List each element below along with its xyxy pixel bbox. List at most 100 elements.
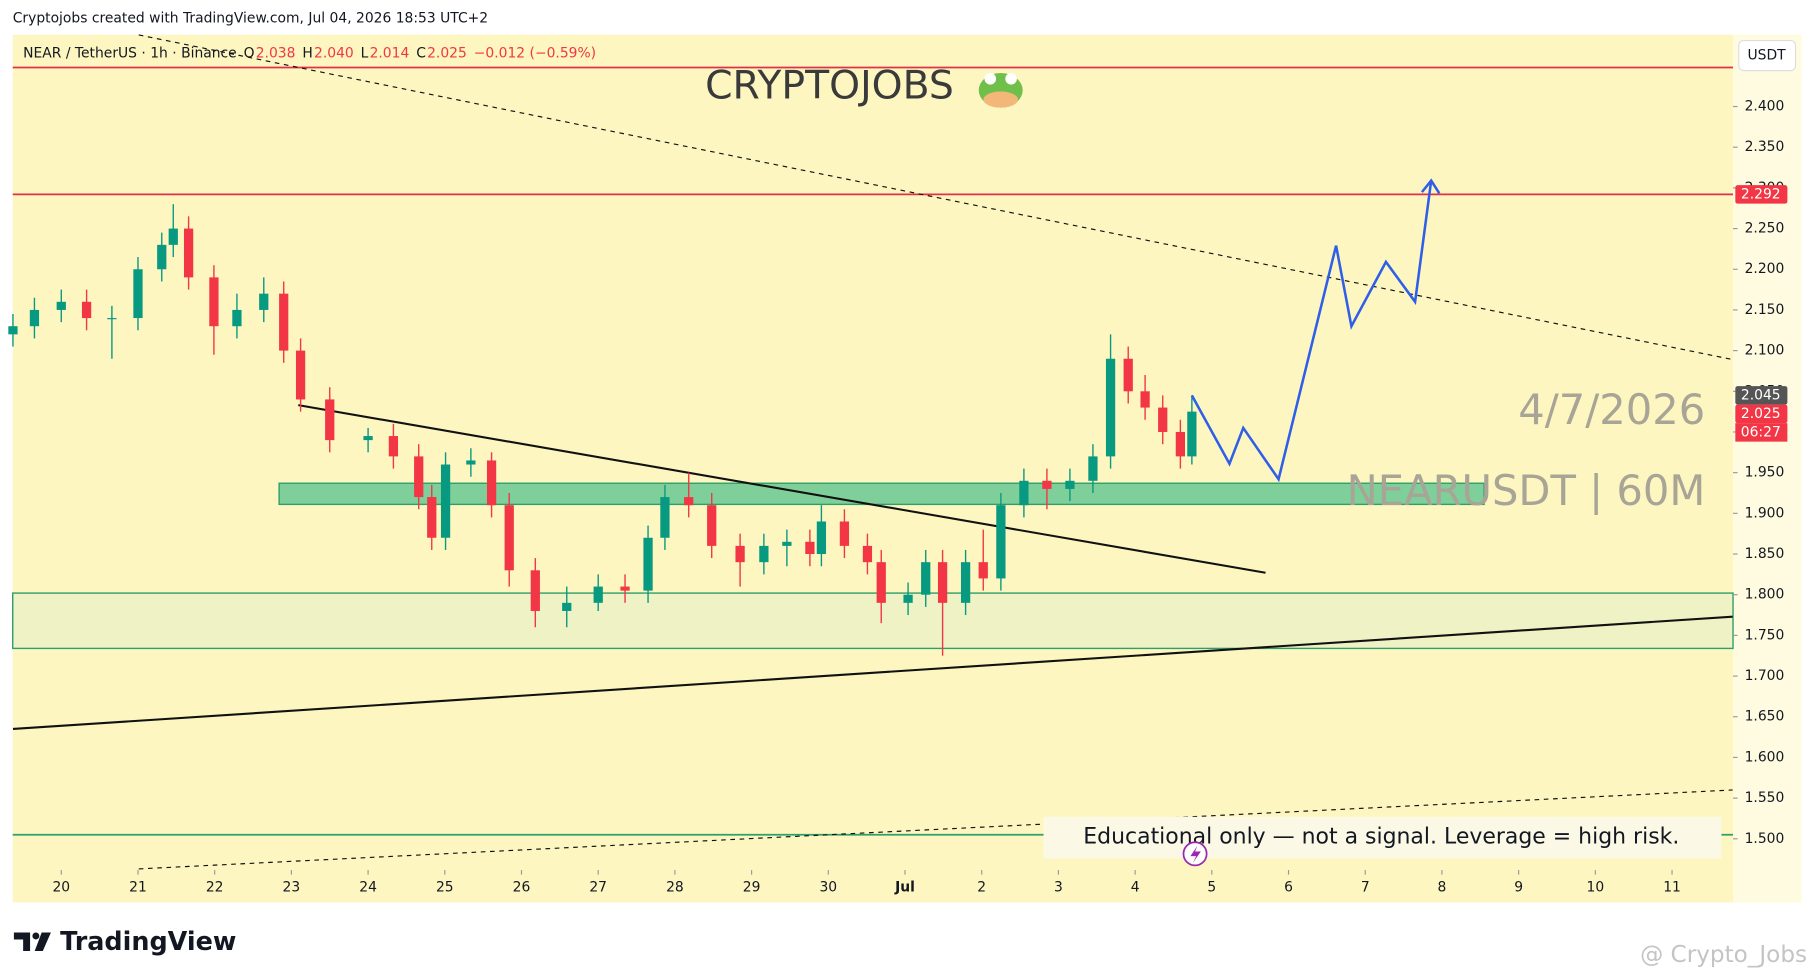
candle-body — [643, 537, 653, 591]
price-tag — [1735, 404, 1788, 424]
legend-value: 2.014 — [370, 45, 410, 61]
y-tick-label: 1.550 — [1745, 790, 1785, 806]
candle-body — [259, 293, 269, 310]
event-bolt — [1190, 845, 1201, 864]
candle-body — [996, 505, 1006, 579]
y-tick-label: 2.400 — [1745, 99, 1785, 115]
y-tick-label: 2.200 — [1745, 261, 1785, 277]
frog-eye — [984, 72, 997, 85]
y-tick-label: 1.950 — [1745, 465, 1785, 481]
credit: Cryptojobs created with TradingView.com,… — [13, 11, 488, 27]
candle-body — [1175, 431, 1186, 457]
y-tick-label: 1.650 — [1745, 709, 1785, 725]
price-tag — [1735, 185, 1788, 204]
logo-mark — [32, 932, 40, 940]
candle-body — [816, 521, 827, 555]
candle-body — [735, 545, 745, 563]
x-tick-label: 3 — [1054, 879, 1063, 895]
candle-body — [960, 562, 971, 603]
candle-body — [466, 460, 476, 465]
legend-value: 2.040 — [314, 45, 354, 61]
pair-note: NEARUSDT | 60M — [1347, 466, 1706, 515]
candle-body — [157, 244, 167, 270]
symbol: NEAR / TetherUS · 1h · Binance — [23, 45, 237, 61]
price-tag-label: 2.292 — [1741, 186, 1781, 202]
zone — [12, 592, 1734, 650]
y-tick-label: 2.350 — [1745, 139, 1785, 155]
candle-body — [937, 562, 948, 603]
candle-body — [168, 228, 178, 245]
logo-mark — [13, 932, 31, 952]
candle-body — [839, 521, 850, 546]
candle-body — [504, 505, 514, 571]
y-tick-label: 1.700 — [1745, 668, 1785, 684]
candle-body — [29, 309, 40, 327]
countdown-tag — [1735, 423, 1788, 442]
x-tick-label: 11 — [1663, 879, 1681, 895]
price-axis-background — [1733, 34, 1802, 903]
x-tick-label: 21 — [129, 879, 147, 895]
date-note: 4/7/2026 — [1518, 385, 1705, 434]
trendline — [138, 789, 1733, 870]
candle-body — [593, 586, 603, 603]
candle-body — [921, 562, 931, 595]
y-tick-label: 2.150 — [1745, 302, 1785, 318]
trendline — [298, 404, 1266, 574]
trendline — [12, 615, 1733, 730]
brand-logo — [13, 932, 51, 952]
candle-body — [209, 277, 219, 327]
candle-body — [903, 594, 913, 603]
candle-body — [279, 293, 289, 351]
currency-button[interactable] — [1738, 39, 1797, 72]
candle-body — [8, 326, 18, 335]
candle-body — [133, 269, 143, 319]
x-tick-label: 8 — [1438, 879, 1447, 895]
y-tick-label: 1.750 — [1745, 627, 1785, 643]
legend-key: L — [361, 45, 369, 61]
candle-body — [388, 436, 399, 457]
candle-body — [876, 562, 886, 603]
legend-value: 2.025 — [427, 45, 467, 61]
logo-mark — [34, 932, 51, 952]
candle-body — [759, 545, 769, 563]
price-tag-label: 2.045 — [1741, 387, 1781, 403]
y-tick-label: 2.250 — [1745, 221, 1785, 237]
legend-key: O — [244, 45, 255, 61]
candle-body — [107, 318, 117, 320]
legend-key: C — [416, 45, 426, 61]
projection-path — [1190, 180, 1433, 483]
x-tick-label: 2 — [977, 879, 986, 895]
zone — [278, 482, 1485, 506]
x-tick-label: Jul — [894, 879, 915, 895]
legend-key: H — [302, 45, 312, 61]
legend-change: −0.012 (−0.59%) — [474, 45, 596, 61]
x-tick-label: 5 — [1207, 879, 1216, 895]
x-tick-label: 29 — [743, 879, 761, 895]
candle-body — [325, 399, 335, 441]
title: CRYPTOJOBS — [705, 62, 954, 108]
plot: 20 21 22 23 24 25 26 27 28 29 30 Jul 2 3 4 5 6 7 8 9 10 111.5… — [8, 34, 1788, 895]
candle-body — [1065, 480, 1075, 489]
y-tick-label: 1.600 — [1745, 749, 1785, 765]
x-tick-label: 20 — [52, 879, 70, 895]
candle-body — [1140, 391, 1150, 408]
chart-background — [12, 34, 1802, 903]
price-tag-label: 2.025 — [1741, 406, 1781, 422]
trendline — [138, 34, 1733, 361]
candle-body — [363, 436, 373, 441]
candle-body — [232, 309, 242, 327]
frog-icon — [978, 72, 1023, 108]
candle-body — [530, 570, 540, 611]
candle-body — [1042, 480, 1052, 489]
x-tick-label: 24 — [359, 879, 377, 895]
candle-body — [414, 456, 424, 498]
candle-body — [1088, 456, 1098, 481]
x-tick-label: 26 — [513, 879, 531, 895]
y-tick-label: 1.800 — [1745, 587, 1785, 603]
disclaimer: Educational only — not a signal. Leverag… — [1083, 825, 1679, 850]
brand: TradingView — [60, 927, 236, 957]
candle-body — [183, 228, 194, 278]
candle-body — [486, 460, 497, 506]
